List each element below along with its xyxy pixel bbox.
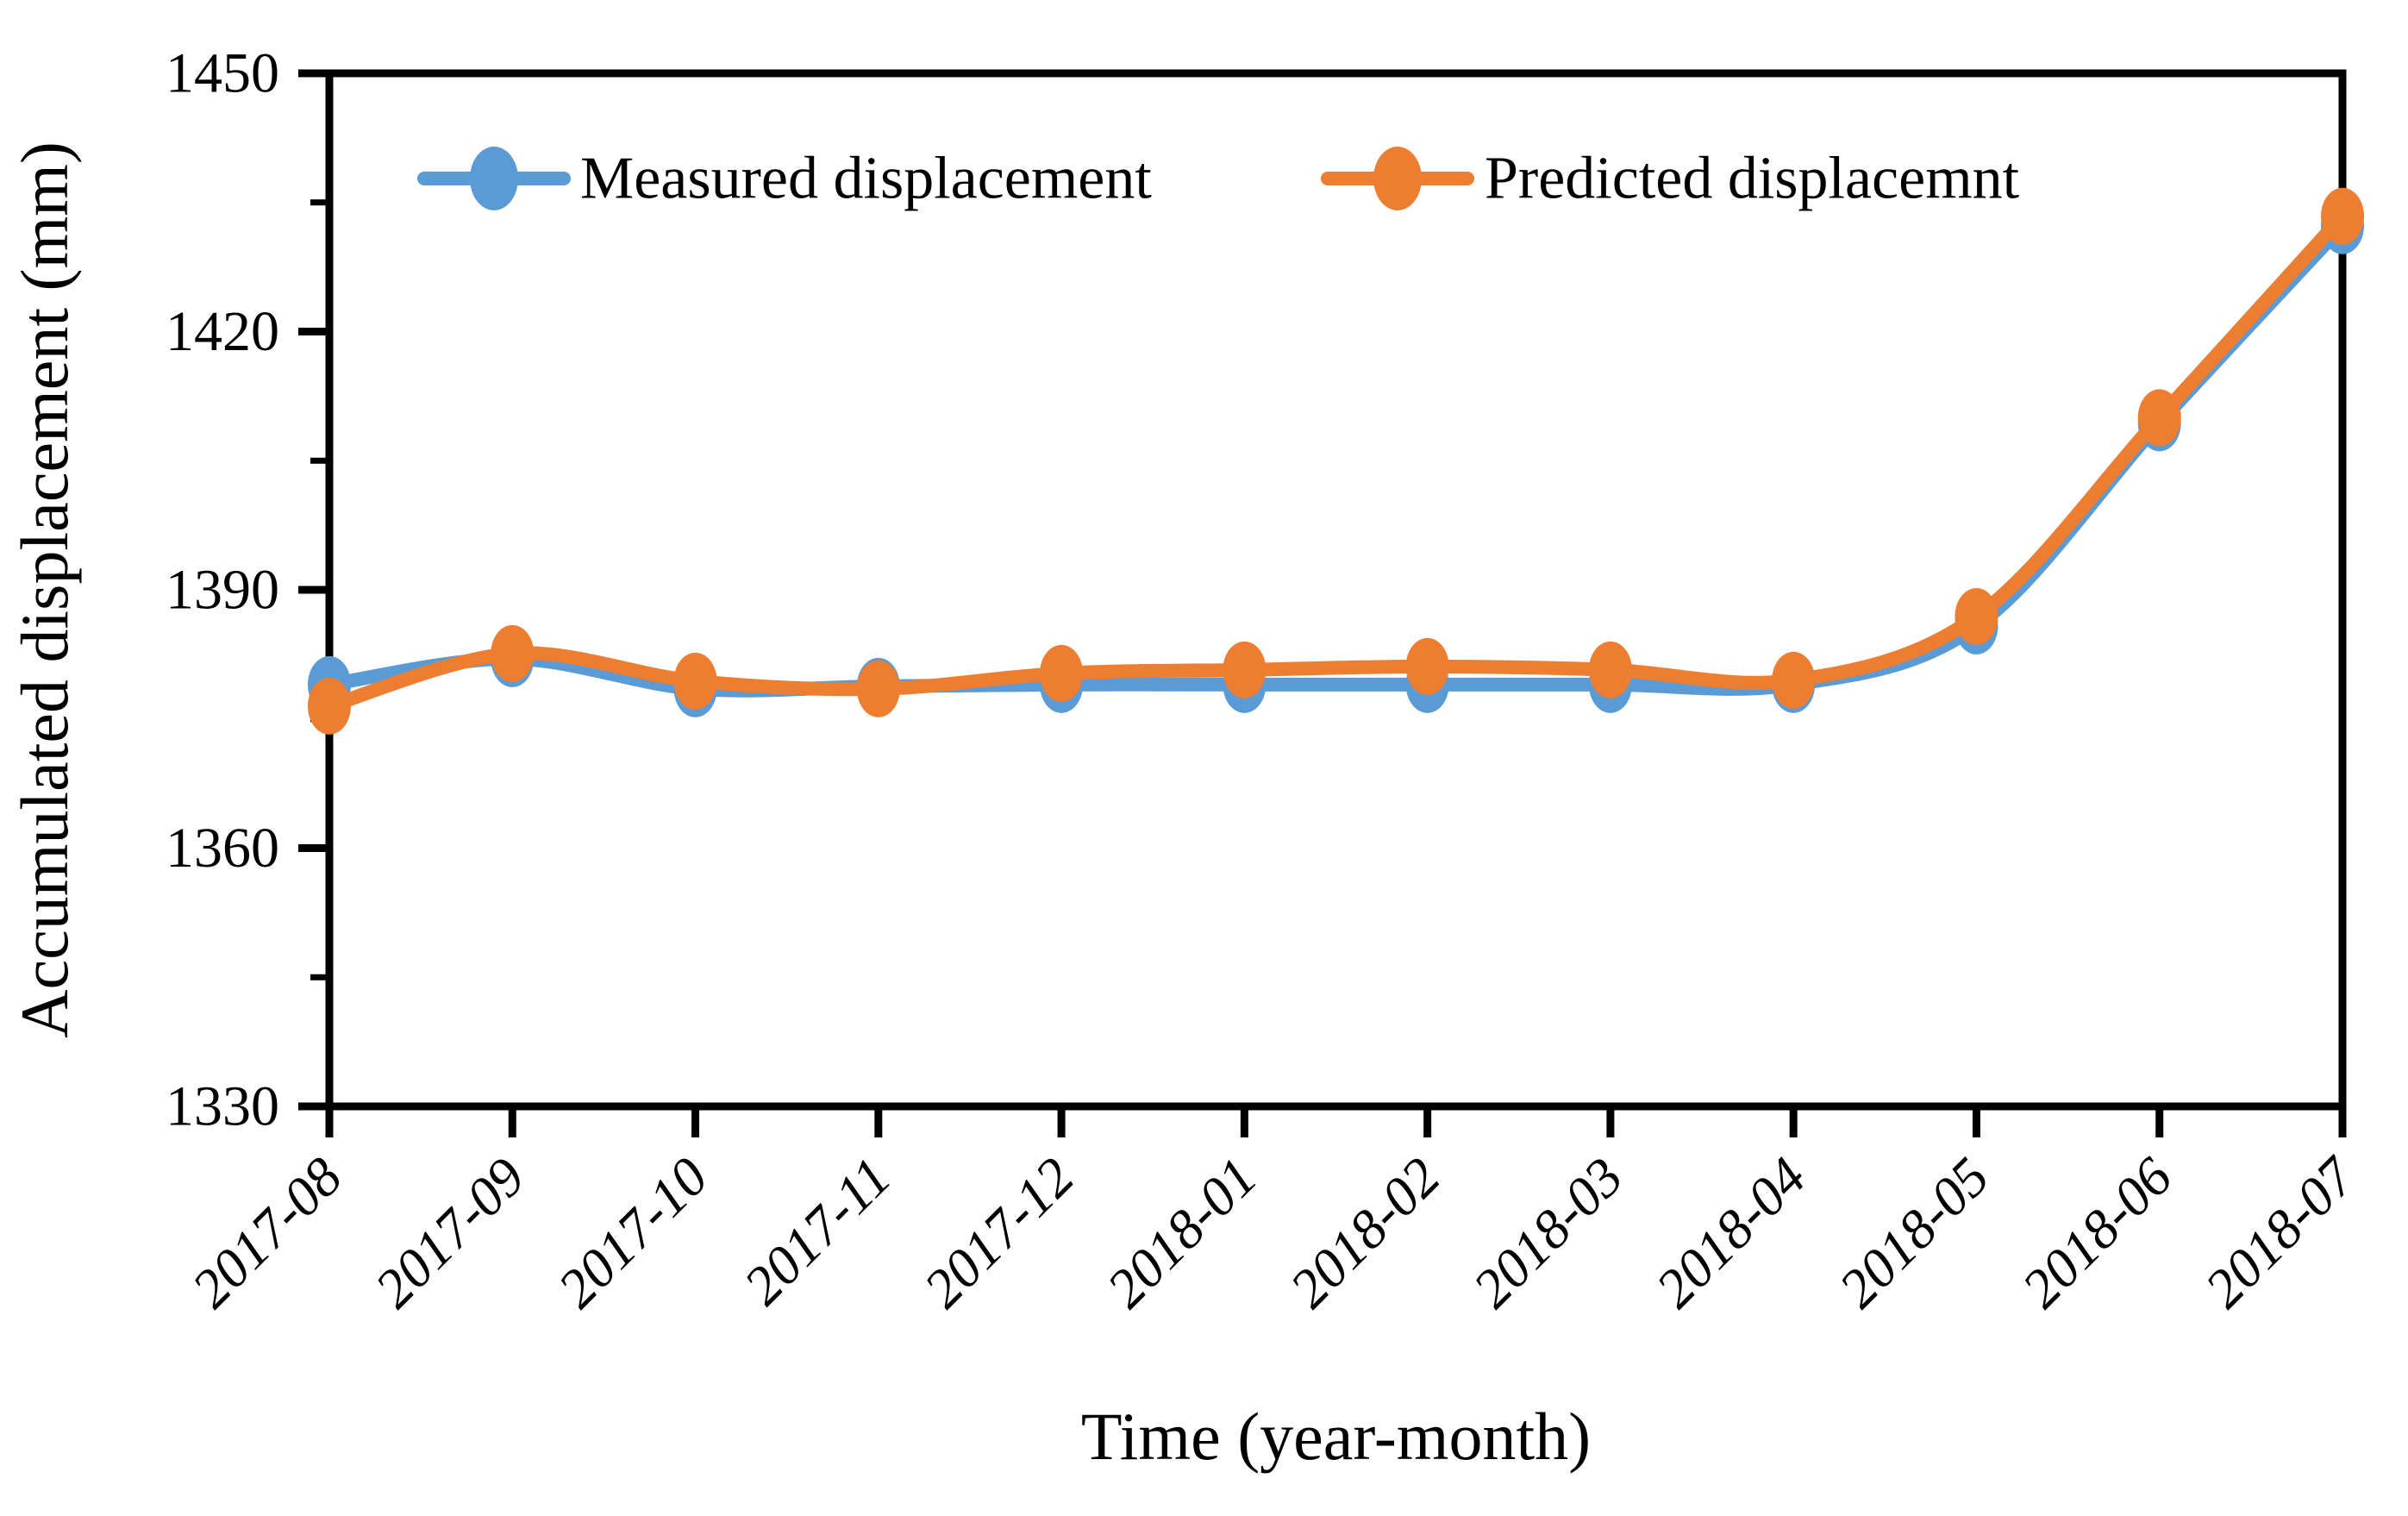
predicted-data-point-marker [673,652,717,710]
y-tick-label: 1450 [166,42,279,105]
predicted-data-point-marker [1772,651,1816,709]
x-axis-title: Time (year-month) [1081,1399,1591,1474]
series-measured [308,197,2364,717]
legend-label: Measured displacement [580,146,1152,212]
x-tick-label-group: 2018-03 [1461,1146,1635,1319]
x-tick-label-group: 2018-05 [1827,1146,2000,1319]
predicted-data-point-marker [1955,587,1998,645]
x-tick-label-group: 2017-10 [546,1146,719,1319]
y-tick-label: 1330 [166,1075,279,1138]
predicted-data-point-marker [2321,187,2364,245]
x-tick-label: 2018-07 [2193,1144,2368,1319]
legend-item-measured: Measured displacement [417,146,1152,212]
y-tick-label: 1360 [166,817,279,880]
x-tick-label: 2017-09 [363,1146,536,1319]
y-axis-ticks: 1330 1360 1390 1420 1450 [166,42,329,1138]
predicted-data-point-marker [1223,641,1267,698]
x-tick-label-group: 2018-07 [2193,1144,2368,1319]
x-tick-label: 2018-04 [1644,1146,1817,1319]
legend: Measured displacement Predicted displacem… [417,146,2020,212]
x-tick-label: 2017-11 [732,1146,903,1317]
x-tick-label-group: 2018-06 [2011,1146,2184,1319]
x-tick-label-group: 2018-02 [1278,1146,1451,1319]
x-tick-label-group: 2018-04 [1644,1146,1817,1319]
x-tick-label-group: 2017-09 [363,1146,536,1319]
predicted-data-point-marker [491,624,535,682]
predicted-data-point-marker [1040,644,1084,702]
measured-line [322,218,2349,698]
x-tick-label: 2018-06 [2011,1146,2184,1319]
x-tick-label: 2018-03 [1461,1146,1635,1319]
x-tick-label-group: 2017-12 [912,1146,1085,1319]
predicted-data-point-marker [856,660,900,717]
x-tick-label: 2018-05 [1827,1146,2000,1319]
x-tick-label-group: 2017-08 [180,1146,353,1319]
legend-item-predicted: Predicted displacemnt [1321,146,2020,212]
legend-marker-icon [1373,147,1422,210]
legend-label: Predicted displacemnt [1485,146,2020,212]
y-tick-label: 1420 [166,300,279,363]
x-tick-label-group: 2018-01 [1095,1146,1268,1319]
series-predicted [308,187,2364,735]
y-tick-label: 1390 [166,559,279,622]
x-tick-label-group: 2017-11 [732,1146,903,1317]
x-tick-label: 2018-01 [1095,1146,1268,1319]
x-tick-label: 2017-12 [912,1146,1085,1319]
legend-marker-icon [470,147,518,210]
predicted-data-point-marker [2137,389,2181,447]
predicted-data-point-marker [308,677,351,735]
x-tick-label: 2017-08 [180,1146,353,1319]
x-axis-ticks: 2017-08 2017-09 2017-10 2017-11 2017-12 2018-… [180,1106,2368,1319]
x-tick-label: 2018-02 [1278,1146,1451,1319]
predicted-line [322,209,2349,713]
x-tick-label: 2017-10 [546,1146,719,1319]
plot-frame [325,69,2347,1111]
predicted-data-point-marker [1405,637,1449,695]
y-axis-title: Accumulated displacement (mm) [7,141,82,1038]
predicted-data-point-marker [1588,641,1632,698]
